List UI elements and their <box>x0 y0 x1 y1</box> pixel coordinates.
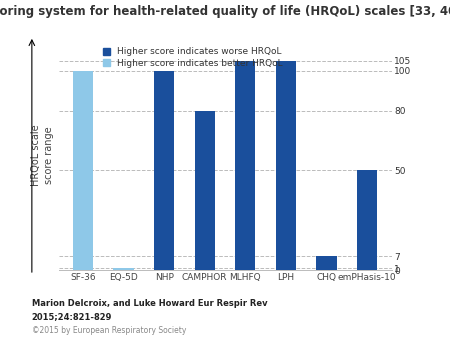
Bar <box>154 71 174 270</box>
Text: ©2015 by European Respiratory Society: ©2015 by European Respiratory Society <box>32 326 186 335</box>
Bar <box>357 170 377 270</box>
Text: Scoring system for health-related quality of life (HRQoL) scales [33, 40].: Scoring system for health-related qualit… <box>0 5 450 18</box>
Legend: Higher score indicates worse HRQoL, Higher score indicates better HRQoL: Higher score indicates worse HRQoL, High… <box>103 47 283 68</box>
Bar <box>276 61 296 270</box>
Text: 2015;24:821-829: 2015;24:821-829 <box>32 312 112 321</box>
Bar <box>235 61 256 270</box>
Bar <box>73 71 93 270</box>
Y-axis label: HRQoL scale
score range: HRQoL scale score range <box>31 125 54 186</box>
Text: Marion Delcroix, and Luke Howard Eur Respir Rev: Marion Delcroix, and Luke Howard Eur Res… <box>32 299 267 308</box>
Bar <box>316 257 337 270</box>
Bar <box>194 111 215 270</box>
Bar <box>113 268 134 270</box>
